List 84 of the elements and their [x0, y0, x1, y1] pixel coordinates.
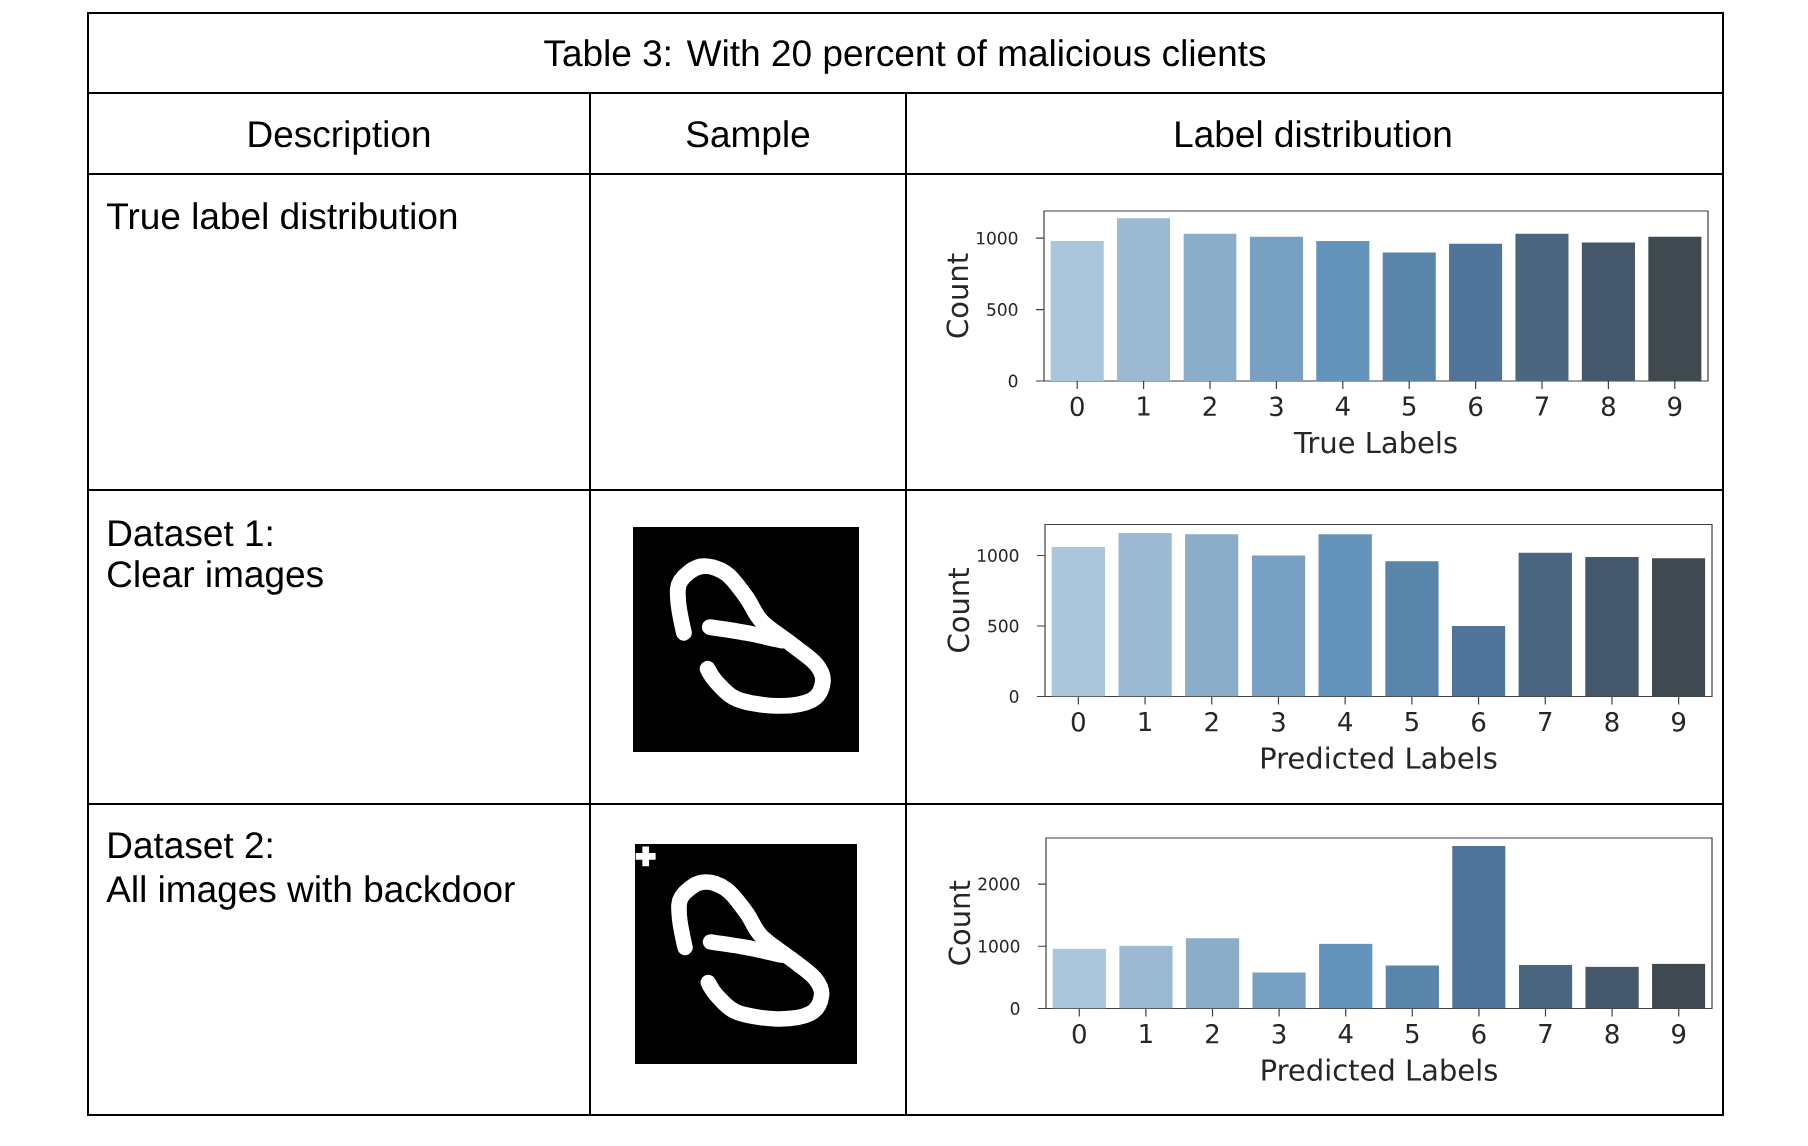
bar: [1385, 561, 1439, 697]
bar: [1449, 243, 1503, 381]
bar: [1518, 552, 1572, 697]
bar: [1316, 240, 1370, 381]
x-axis-title: Predicted Labels: [1262, 1058, 1497, 1081]
y-tick-label: 1000: [978, 549, 1019, 562]
x-tick-label: 6: [1472, 1024, 1486, 1044]
y-tick-label: 1000: [979, 939, 1020, 953]
x-tick-label: 2: [1206, 1024, 1219, 1044]
text: Clear images: [108, 560, 323, 595]
bar: [1652, 963, 1706, 1009]
bar: [1185, 938, 1240, 1009]
bar: [1319, 943, 1373, 1009]
x-tick-label: 0: [1070, 396, 1084, 417]
x-tick-label: 8: [1601, 396, 1615, 417]
bar: [1585, 966, 1639, 1009]
x-tick-label: 9: [1672, 1024, 1686, 1044]
text: All images with backdoor: [106, 875, 515, 910]
text: True label distribution: [107, 202, 457, 230]
x-tick-label: 9: [1672, 712, 1686, 732]
x-tick-label: 1: [1140, 1024, 1152, 1043]
x-axis-title: True Labels: [1293, 431, 1457, 454]
y-tick-label: 500: [988, 619, 1019, 633]
bar: [1050, 240, 1104, 381]
x-tick-label: 1: [1139, 712, 1151, 731]
x-tick-label: 3: [1270, 396, 1283, 417]
text: Label distribution: [1176, 120, 1451, 148]
x-tick-label: 7: [1535, 396, 1549, 416]
x-tick-label: 0: [1071, 712, 1085, 732]
x-tick-label: 5: [1402, 396, 1416, 416]
bar: [1451, 625, 1506, 697]
y-tick-label: 500: [987, 303, 1018, 316]
x-tick-label: 4: [1338, 712, 1352, 731]
x-tick-label: 2: [1203, 396, 1216, 416]
x-tick-label: 7: [1539, 712, 1552, 731]
bar: [1119, 945, 1173, 1009]
x-tick-label: 8: [1605, 1024, 1619, 1044]
bar: [1183, 233, 1237, 381]
x-tick-label: 3: [1272, 712, 1285, 732]
y-axis-title: Count: [946, 253, 969, 338]
x-axis-title: Predicted Labels: [1262, 746, 1497, 769]
x-tick-label: 9: [1668, 396, 1682, 417]
bar: [1518, 964, 1573, 1009]
bar: [1318, 534, 1372, 697]
text: Sample: [686, 120, 810, 155]
text: Description: [249, 120, 430, 155]
text: Dataset 1:: [109, 520, 272, 547]
bar: [1052, 948, 1106, 1009]
text: Dataset 2:: [109, 832, 272, 859]
bar: [1185, 534, 1239, 697]
x-tick-label: 4: [1338, 1024, 1353, 1043]
bar: [1585, 556, 1639, 697]
y-tick-label: 0: [1009, 690, 1019, 703]
y-tick-label: 0: [1010, 1002, 1020, 1015]
bar: [1382, 252, 1436, 381]
y-tick-label: 0: [1008, 374, 1018, 388]
bar: [1648, 236, 1702, 381]
x-tick-label: 0: [1072, 1024, 1086, 1044]
x-tick-label: 1: [1138, 396, 1150, 416]
x-tick-label: 2: [1205, 712, 1218, 732]
bar: [1385, 965, 1439, 1009]
y-axis-title: Count: [948, 880, 971, 965]
x-tick-label: 5: [1406, 1024, 1419, 1044]
x-tick-label: 4: [1335, 396, 1350, 416]
x-tick-label: 5: [1405, 712, 1418, 732]
bar: [1117, 218, 1171, 381]
bar: [1651, 558, 1706, 697]
bar: [1251, 555, 1306, 697]
y-axis-title: Count: [947, 568, 970, 652]
bar: [1252, 972, 1306, 1009]
bar: [1249, 236, 1303, 381]
x-tick-label: 6: [1469, 396, 1483, 417]
bar: [1051, 547, 1106, 697]
y-tick-label: 1000: [977, 231, 1018, 245]
bar: [1452, 846, 1506, 1009]
x-tick-label: 8: [1605, 712, 1619, 732]
bar: [1515, 233, 1569, 381]
bar: [1118, 532, 1172, 697]
text: Table 3: With 20 percent of malicious clients: [544, 39, 1266, 74]
x-tick-label: 3: [1272, 1024, 1286, 1044]
y-tick-label: 2000: [978, 877, 1020, 891]
bar: [1581, 242, 1635, 381]
x-tick-label: 7: [1539, 1024, 1552, 1043]
x-tick-label: 6: [1472, 712, 1486, 732]
